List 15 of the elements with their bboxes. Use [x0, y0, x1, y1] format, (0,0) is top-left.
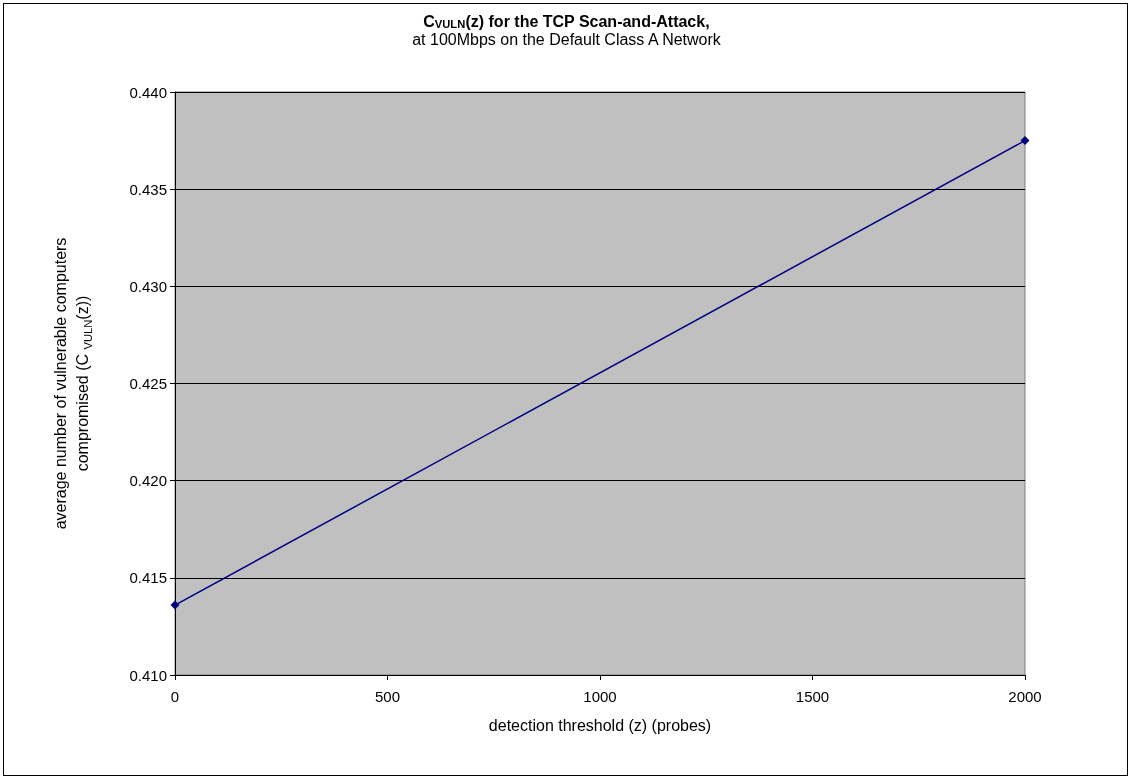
y-tick-label: 0.435	[129, 180, 167, 198]
x-axis-title: detection threshold (z) (probes)	[488, 716, 712, 734]
chart-title: CVULN(z) for the TCP Scan-and-Attack,	[423, 12, 710, 31]
x-tick-label: 0	[170, 688, 180, 705]
y-tick-label: 0.415	[129, 569, 167, 587]
x-tick-label: 1500	[795, 688, 830, 705]
x-tick-label: 500	[374, 688, 401, 705]
x-tick-label: 2000	[1008, 688, 1042, 705]
y-tick-label: 0.430	[129, 277, 167, 295]
y-tick-label: 0.420	[129, 472, 167, 490]
y-tick-label: 0.410	[129, 666, 167, 684]
chart-subtitle: at 100Mbps on the Default Class A Network	[412, 30, 722, 48]
x-tick-label: 1000	[583, 688, 617, 705]
y-tick-label: 0.425	[129, 375, 167, 392]
y-tick-label: 0.440	[129, 83, 167, 101]
